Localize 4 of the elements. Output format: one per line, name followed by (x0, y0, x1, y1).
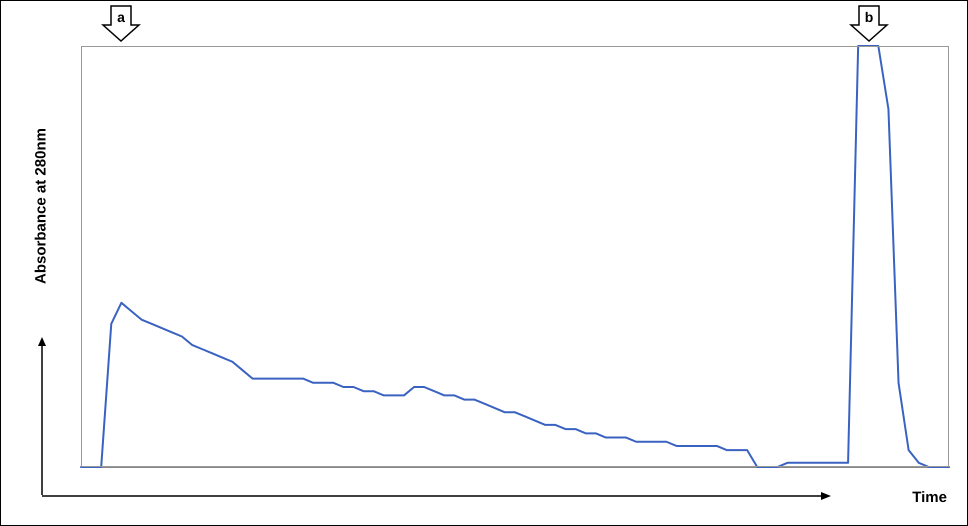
text: a (117, 9, 125, 25)
y-axis-title: Absorbance at 280nm (32, 128, 50, 284)
x-axis-title: Time (912, 489, 947, 506)
text: b (864, 9, 874, 25)
